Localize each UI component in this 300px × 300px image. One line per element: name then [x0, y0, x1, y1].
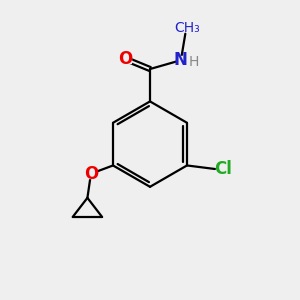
Bar	[119, 54, 130, 63]
Text: O: O	[118, 50, 132, 68]
Text: CH₃: CH₃	[174, 21, 200, 35]
Text: H: H	[189, 55, 200, 69]
Text: Cl: Cl	[214, 160, 232, 178]
Bar	[86, 169, 96, 178]
Text: O: O	[84, 165, 98, 183]
Bar	[176, 56, 185, 64]
Text: N: N	[174, 51, 188, 69]
